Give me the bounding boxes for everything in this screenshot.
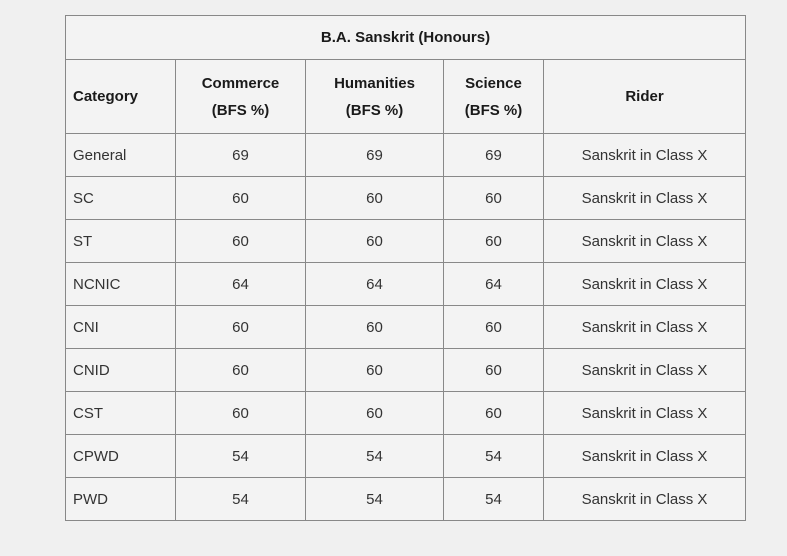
table-row: General 69 69 69 Sanskrit in Class X [65, 133, 746, 177]
humanities-cell: 54 [305, 477, 444, 521]
table-row: SC 60 60 60 Sanskrit in Class X [65, 176, 746, 220]
rider-cell: Sanskrit in Class X [543, 434, 746, 478]
category-cell: General [65, 133, 176, 177]
column-header-humanities: Humanities (BFS %) [305, 59, 444, 134]
category-cell: CPWD [65, 434, 176, 478]
humanities-cell: 64 [305, 262, 444, 306]
table-row: CPWD 54 54 54 Sanskrit in Class X [65, 434, 746, 478]
column-header-label: Category [73, 88, 139, 105]
column-header-category: Category [65, 59, 176, 134]
category-cell: PWD [65, 477, 176, 521]
rider-cell: Sanskrit in Class X [543, 477, 746, 521]
commerce-cell: 64 [175, 262, 306, 306]
column-header-sublabel: (BFS %) [464, 101, 523, 119]
humanities-cell: 60 [305, 176, 444, 220]
rider-cell: Sanskrit in Class X [543, 219, 746, 263]
table-row: CNID 60 60 60 Sanskrit in Class X [65, 348, 746, 392]
table-header-row: Category Commerce (BFS %) Humanities (BFS … [65, 59, 746, 134]
table-row: PWD 54 54 54 Sanskrit in Class X [65, 477, 746, 521]
commerce-cell: 60 [175, 219, 306, 263]
column-header-label: Science [465, 74, 522, 92]
humanities-cell: 60 [305, 305, 444, 349]
column-header-sublabel: (BFS %) [345, 101, 404, 119]
category-cell: CNID [65, 348, 176, 392]
column-header-label: Humanities [334, 74, 415, 92]
science-cell: 54 [443, 434, 544, 478]
science-cell: 60 [443, 176, 544, 220]
cutoff-table: B.A. Sanskrit (Honours) Category Commerc… [65, 15, 746, 521]
humanities-cell: 69 [305, 133, 444, 177]
commerce-cell: 60 [175, 391, 306, 435]
science-cell: 64 [443, 262, 544, 306]
humanities-cell: 60 [305, 219, 444, 263]
table-title-row: B.A. Sanskrit (Honours) [65, 15, 746, 60]
column-header-rider: Rider [543, 59, 746, 134]
science-cell: 60 [443, 391, 544, 435]
science-cell: 54 [443, 477, 544, 521]
column-header-label: Rider [625, 88, 664, 105]
category-cell: CNI [65, 305, 176, 349]
table-title: B.A. Sanskrit (Honours) [65, 15, 746, 60]
commerce-cell: 60 [175, 176, 306, 220]
rider-cell: Sanskrit in Class X [543, 176, 746, 220]
humanities-cell: 60 [305, 348, 444, 392]
science-cell: 60 [443, 305, 544, 349]
column-header-label: Commerce [201, 74, 280, 92]
commerce-cell: 54 [175, 434, 306, 478]
commerce-cell: 60 [175, 348, 306, 392]
category-cell: NCNIC [65, 262, 176, 306]
column-header-sublabel: (BFS %) [211, 101, 270, 119]
column-header-commerce: Commerce (BFS %) [175, 59, 306, 134]
table-row: CST 60 60 60 Sanskrit in Class X [65, 391, 746, 435]
category-cell: CST [65, 391, 176, 435]
humanities-cell: 60 [305, 391, 444, 435]
rider-cell: Sanskrit in Class X [543, 262, 746, 306]
science-cell: 60 [443, 219, 544, 263]
rider-cell: Sanskrit in Class X [543, 391, 746, 435]
rider-cell: Sanskrit in Class X [543, 348, 746, 392]
humanities-cell: 54 [305, 434, 444, 478]
commerce-cell: 69 [175, 133, 306, 177]
commerce-cell: 54 [175, 477, 306, 521]
category-cell: SC [65, 176, 176, 220]
table-row: CNI 60 60 60 Sanskrit in Class X [65, 305, 746, 349]
commerce-cell: 60 [175, 305, 306, 349]
rider-cell: Sanskrit in Class X [543, 133, 746, 177]
column-header-science: Science (BFS %) [443, 59, 544, 134]
rider-cell: Sanskrit in Class X [543, 305, 746, 349]
science-cell: 69 [443, 133, 544, 177]
table-row: ST 60 60 60 Sanskrit in Class X [65, 219, 746, 263]
category-cell: ST [65, 219, 176, 263]
table-row: NCNIC 64 64 64 Sanskrit in Class X [65, 262, 746, 306]
science-cell: 60 [443, 348, 544, 392]
